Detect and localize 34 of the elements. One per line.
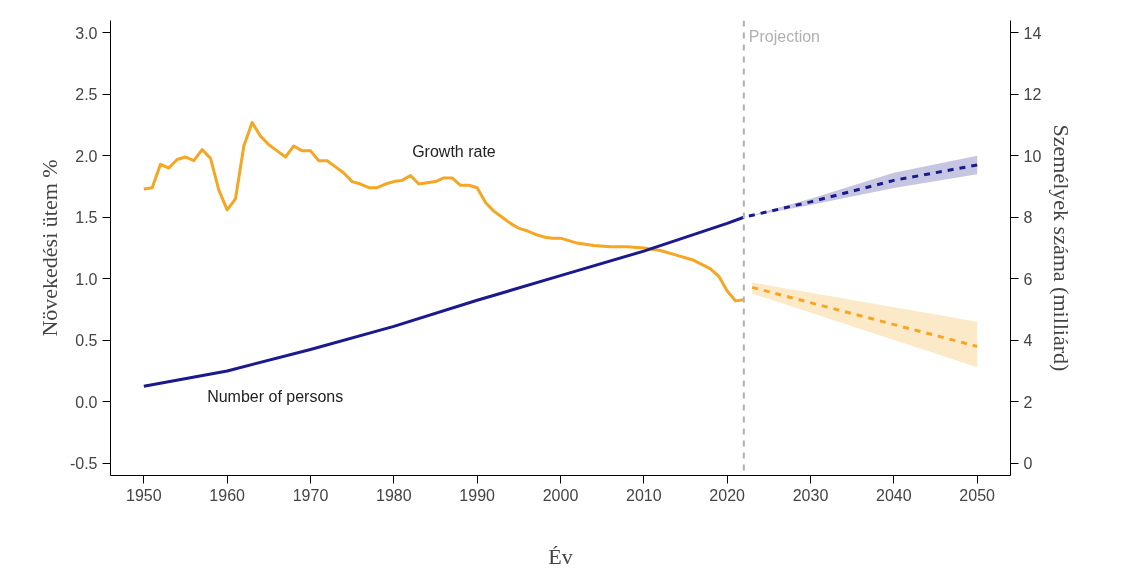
y2-tick-label: 4 (1023, 332, 1033, 350)
y-tick-label: 3.0 (75, 24, 98, 42)
y-tick-label: 2.0 (75, 147, 98, 165)
x-tick-label: 1980 (376, 486, 412, 504)
y-tick-label: 0.5 (75, 332, 98, 350)
x-tick-label: 2030 (792, 486, 829, 504)
y2-tick-label: 2 (1023, 393, 1033, 411)
x-tick-label: 2050 (959, 486, 996, 504)
y2-axis-title: Személyek száma (milliárd) (1049, 124, 1075, 372)
y-axis-title: Növekedési ütem % (36, 159, 62, 337)
x-axis-title: Év (548, 543, 573, 569)
y-tick-label: 1.5 (75, 209, 98, 227)
series-label: Growth rate (412, 142, 496, 160)
series-label: Number of persons (207, 387, 344, 405)
x-tick-label: 1960 (209, 486, 246, 504)
y2-tick-label: 10 (1023, 147, 1042, 165)
y-tick-label: 2.5 (75, 86, 98, 104)
y2-tick-label: 8 (1023, 209, 1033, 227)
x-tick-label: 1990 (459, 486, 496, 504)
x-tick-label: 2010 (626, 486, 662, 504)
y-tick-label: 0.0 (75, 393, 98, 411)
y-tick-label: 1.0 (75, 270, 98, 288)
y2-tick-label: 12 (1023, 86, 1042, 104)
x-tick-label: 2040 (876, 486, 912, 504)
ref-line-label: Projection (748, 27, 820, 45)
y2-tick-label: 6 (1023, 270, 1033, 288)
x-tick-label: 2000 (542, 486, 579, 504)
y2-tick-label: 14 (1023, 24, 1042, 42)
line-series (142, 121, 746, 303)
x-tick-label: 1950 (126, 486, 162, 504)
x-tick-label: 1970 (292, 486, 329, 504)
y2-tick-label: 0 (1023, 455, 1033, 473)
y-tick-label: -0.5 (69, 455, 98, 473)
x-tick-label: 2020 (709, 486, 746, 504)
